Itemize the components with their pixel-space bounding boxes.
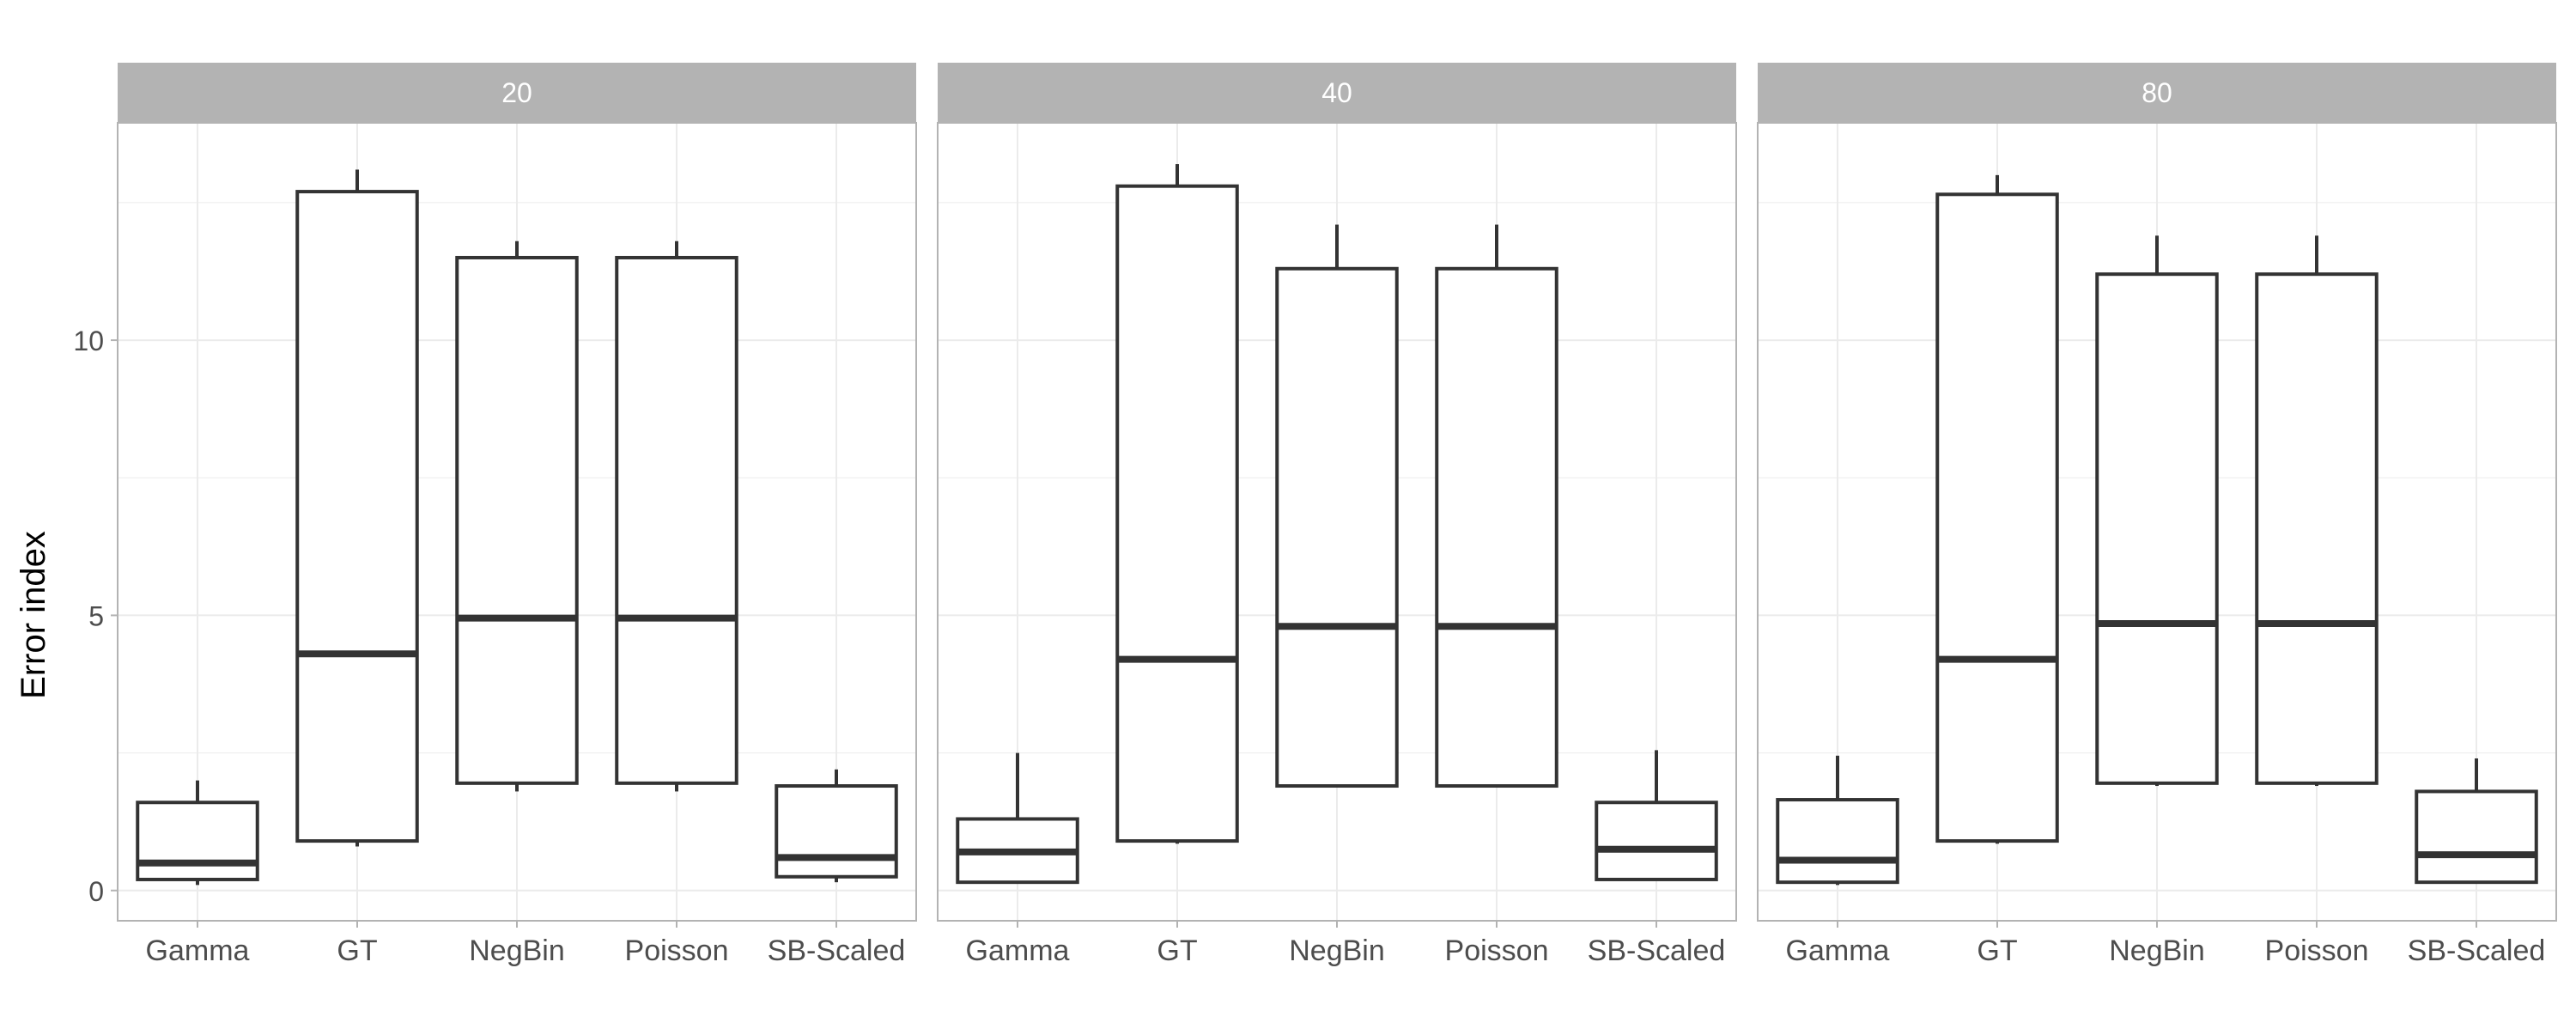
box-iqr [1435, 266, 1558, 788]
box-iqr [136, 801, 259, 881]
x-tick-label: Gamma [146, 935, 250, 967]
x-tick-label: SB-Scaled [768, 935, 906, 967]
box-iqr [2415, 789, 2538, 885]
x-tick-label: Poisson [1445, 935, 1549, 967]
box-iqr [1935, 192, 2059, 843]
box-iqr [615, 255, 738, 785]
facet-panel: 80 Gamma GT NegBin Poisson SB-Scaled [1757, 63, 2557, 967]
x-tick-label: SB-Scaled [2408, 935, 2546, 967]
x-tick-label: GT [1977, 935, 2017, 967]
box-iqr [1776, 798, 1899, 885]
facet-strip [1758, 63, 2556, 123]
facet-panel: 20 Gamma GT NegBin Poisson SB-Scaled [117, 63, 917, 967]
y-tick-label: 5 [88, 600, 104, 631]
x-tick-label: NegBin [2109, 935, 2205, 967]
box-iqr [2255, 272, 2379, 785]
box-iqr [295, 190, 419, 843]
box-iqr [455, 255, 579, 785]
facet-panel: 40 Gamma GT NegBin Poisson SB-Scaled [937, 63, 1737, 967]
box-iqr [2095, 272, 2219, 785]
facet-strip [118, 63, 916, 123]
x-tick-label: GT [337, 935, 377, 967]
y-tick-label: 0 [88, 876, 104, 907]
facet-strip-label: 20 [501, 77, 532, 108]
box-iqr [775, 784, 898, 879]
x-tick-label: SB-Scaled [1588, 935, 1726, 967]
x-tick-label: GT [1157, 935, 1197, 967]
x-tick-label: Gamma [966, 935, 1070, 967]
x-tick-label: NegBin [1289, 935, 1385, 967]
facet-strip [938, 63, 1736, 123]
box-iqr [1115, 184, 1239, 843]
box-iqr [1275, 266, 1399, 788]
x-tick-label: Poisson [625, 935, 729, 967]
x-tick-label: NegBin [469, 935, 565, 967]
y-tick-label: 10 [73, 326, 104, 356]
x-tick-label: Gamma [1786, 935, 1890, 967]
facet-strip-label: 40 [1321, 77, 1352, 108]
x-tick-label: Poisson [2265, 935, 2369, 967]
box-iqr [1595, 801, 1718, 881]
y-axis-title: Error index [15, 531, 52, 699]
facet-strip-label: 80 [2142, 77, 2172, 108]
